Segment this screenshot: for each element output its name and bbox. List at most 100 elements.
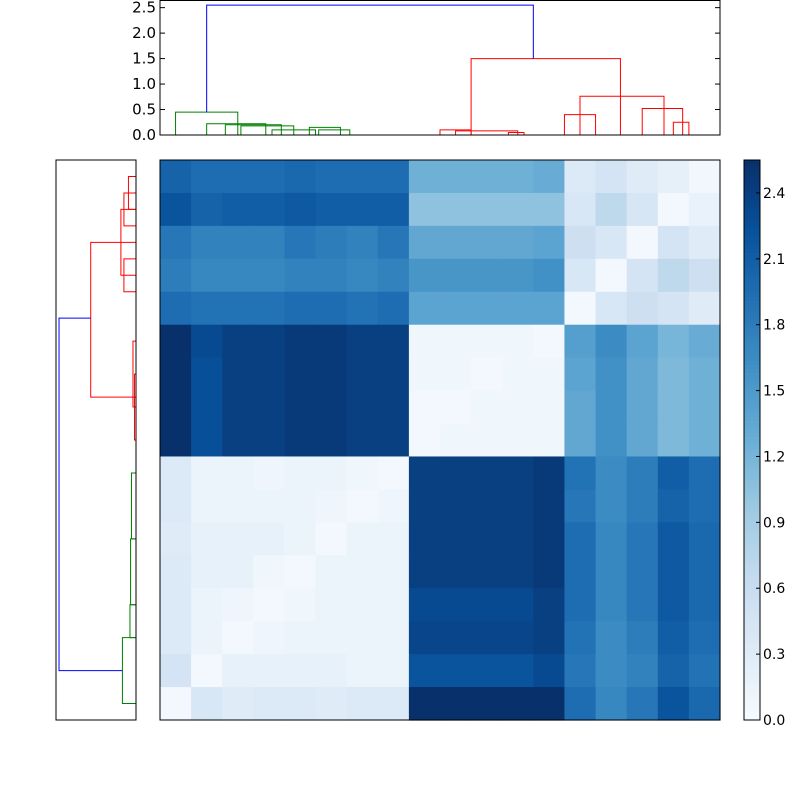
heatmap-cell [533,522,566,556]
heatmap-cell [346,489,379,523]
heatmap-cell [440,489,472,523]
heatmap-cell [160,588,192,622]
heatmap-cell [657,390,690,425]
heatmap-cell [377,192,410,227]
heatmap-cell [377,423,410,458]
heatmap-cell [440,291,472,326]
heatmap-cell [315,687,348,721]
colorbar-gradient-step [744,396,760,401]
colorbar-gradient-step [744,304,760,309]
heatmap-cell [502,654,534,688]
heatmap-cell [377,324,410,359]
heatmap-cell [253,357,286,392]
heatmap-cell [471,555,503,589]
colorbar-gradient-step [744,632,760,637]
colorbar-gradient-step [744,568,760,573]
heatmap-cell [191,423,223,458]
heatmap-cell [533,291,566,326]
heatmap-cell [626,357,659,392]
colorbar-gradient-step [744,528,760,533]
heatmap-cell [346,456,379,491]
colorbar-gradient-step [744,524,760,529]
colorbar-gradient-step [744,552,760,557]
heatmap-cell [471,390,503,425]
heatmap-cell [657,258,690,293]
colorbar-tick-label: 0.9 [763,515,785,531]
heatmap-cell [626,588,659,622]
colorbar-gradient-step [744,668,760,673]
left-dendrogram-link [90,241,136,398]
heatmap-cell [564,357,597,392]
colorbar-gradient-step [744,688,760,693]
colorbar-gradient-step [744,380,760,385]
heatmap-cell [657,192,690,227]
heatmap-cell [284,456,317,491]
heatmap-cell [657,555,690,589]
heatmap-cell [346,225,379,260]
heatmap-cell [595,621,628,655]
heatmap-cell [253,489,286,523]
heatmap-cell [160,654,192,688]
colorbar-gradient-step [744,176,760,181]
heatmap-cell [315,258,348,293]
colorbar-gradient-step [744,436,760,441]
heatmap-cell [191,258,223,293]
colorbar-gradient-step [744,300,760,305]
heatmap-cell [688,225,721,260]
heatmap-cell [346,192,379,227]
heatmap-cell [564,390,597,425]
colorbar-gradient-step [744,704,760,709]
heatmap-cell [315,324,348,359]
heatmap-cell [595,423,628,458]
heatmap-cell [346,324,379,359]
heatmap-cell [284,555,317,589]
colorbar-gradient-step [744,344,760,349]
colorbar-tick-label: 0.6 [763,581,785,597]
heatmap-cell [284,489,317,523]
heatmap-cell [440,225,472,260]
colorbar-gradient-step [744,592,760,597]
heatmap-cell [346,555,379,589]
heatmap-cell [502,687,534,721]
colorbar-gradient-step [744,172,760,177]
heatmap-cell [533,225,566,260]
left-dendrogram-link [130,538,136,606]
heatmap-cell [688,555,721,589]
colorbar-gradient-step [744,672,760,677]
colorbar-gradient-step [744,660,760,665]
heatmap-cell [471,522,503,556]
heatmap-cell [315,225,348,260]
colorbar-gradient-step [744,440,760,445]
heatmap-cell [191,687,223,721]
left-dendrogram-link [133,373,136,441]
heatmap-cell [533,324,566,359]
heatmap-cell [377,225,410,260]
top-dendrogram-link [240,125,295,135]
heatmap-cell [408,258,441,293]
heatmap-cell [253,555,286,589]
heatmap-cell [222,390,254,425]
heatmap-cell [377,357,410,392]
heatmap-cell [222,555,254,589]
heatmap-cell [222,324,254,359]
top-dendrogram-link [579,95,665,135]
heatmap-cell [191,555,223,589]
heatmap-cell [626,160,659,194]
heatmap-cell [191,390,223,425]
heatmap-cell [440,621,472,655]
colorbar-gradient-step [744,540,760,545]
colorbar-gradient-step [744,676,760,681]
heatmap-cell [626,324,659,359]
colorbar-gradient-step [744,464,760,469]
heatmap-cell [564,258,597,293]
left-dendrogram-link [58,317,123,672]
colorbar-gradient-step [744,488,760,493]
heatmap-cell [595,357,628,392]
heatmap-cell [533,489,566,523]
colorbar-gradient-step [744,332,760,337]
colorbar-gradient-step [744,320,760,325]
heatmap-cell [564,456,597,491]
heatmap-cell [471,192,503,227]
colorbar-tick-label: 2.4 [763,186,785,202]
heatmap-cell [440,588,472,622]
